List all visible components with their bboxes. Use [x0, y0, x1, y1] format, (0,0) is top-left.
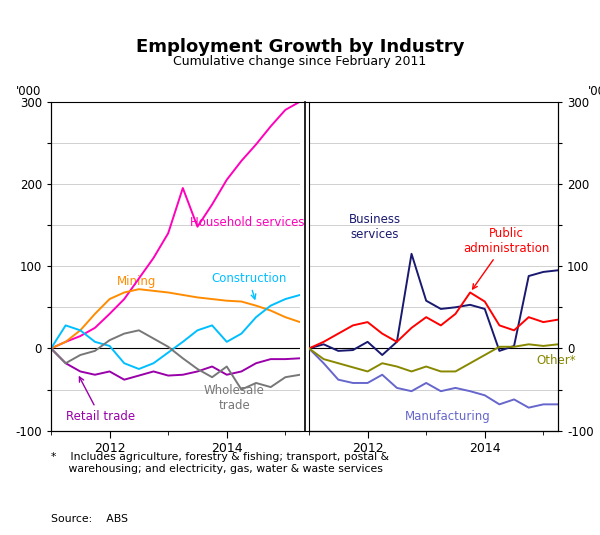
Text: *    Includes agriculture, forestry & fishing; transport, postal &
     warehous: * Includes agriculture, forestry & fishi…	[51, 452, 389, 473]
Text: Other*: Other*	[536, 354, 575, 367]
Text: '000: '000	[588, 86, 600, 98]
Text: Retail trade: Retail trade	[65, 377, 135, 423]
Text: Business
services: Business services	[349, 213, 401, 241]
Text: Construction: Construction	[211, 272, 286, 299]
Text: Source:    ABS: Source: ABS	[51, 514, 128, 524]
Text: Manufacturing: Manufacturing	[405, 410, 491, 423]
Text: Cumulative change since February 2011: Cumulative change since February 2011	[173, 55, 427, 68]
Text: Mining: Mining	[117, 276, 156, 288]
Text: Public
administration: Public administration	[464, 227, 550, 289]
Text: Household services: Household services	[190, 216, 305, 229]
Text: '000: '000	[16, 86, 41, 98]
Text: Employment Growth by Industry: Employment Growth by Industry	[136, 38, 464, 56]
Text: Wholesale
trade: Wholesale trade	[203, 384, 265, 412]
